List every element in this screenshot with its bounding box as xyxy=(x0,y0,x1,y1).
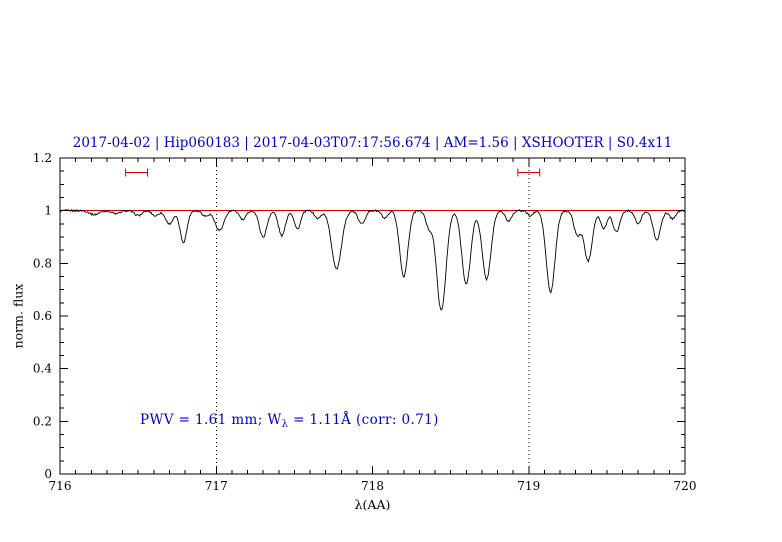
x-tick-label: 717 xyxy=(205,479,228,493)
y-axis-label: norm. flux xyxy=(10,283,26,349)
y-tick-label: 0.2 xyxy=(33,414,52,428)
plot-title: 2017-04-02 | Hip060183 | 2017-04-03T07:1… xyxy=(72,135,673,151)
pwv-annotation-pre: PWV = 1.61 mm; W xyxy=(140,412,282,428)
y-tick-label: 0.8 xyxy=(33,256,52,270)
x-tick-label: 719 xyxy=(517,479,540,493)
x-tick-label: 720 xyxy=(674,479,697,493)
y-tick-label: 1.2 xyxy=(33,151,52,165)
pwv-annotation-post: = 1.11Å (corr: 0.71) xyxy=(288,412,439,428)
y-tick-label: 0.6 xyxy=(33,309,52,323)
spectrum-path xyxy=(59,208,686,311)
x-axis-label: λ(AA) xyxy=(354,497,391,512)
y-tick-label: 1 xyxy=(44,204,52,218)
x-tick-label: 718 xyxy=(361,479,384,493)
y-tick-label: 0 xyxy=(44,467,52,481)
pwv-annotation-sub: λ xyxy=(281,419,289,430)
x-tick-label: 716 xyxy=(49,479,72,493)
pwv-annotation: PWV = 1.61 mm; Wλ = 1.11Å (corr: 0.71) xyxy=(140,412,439,430)
y-tick-label: 0.4 xyxy=(33,362,52,376)
